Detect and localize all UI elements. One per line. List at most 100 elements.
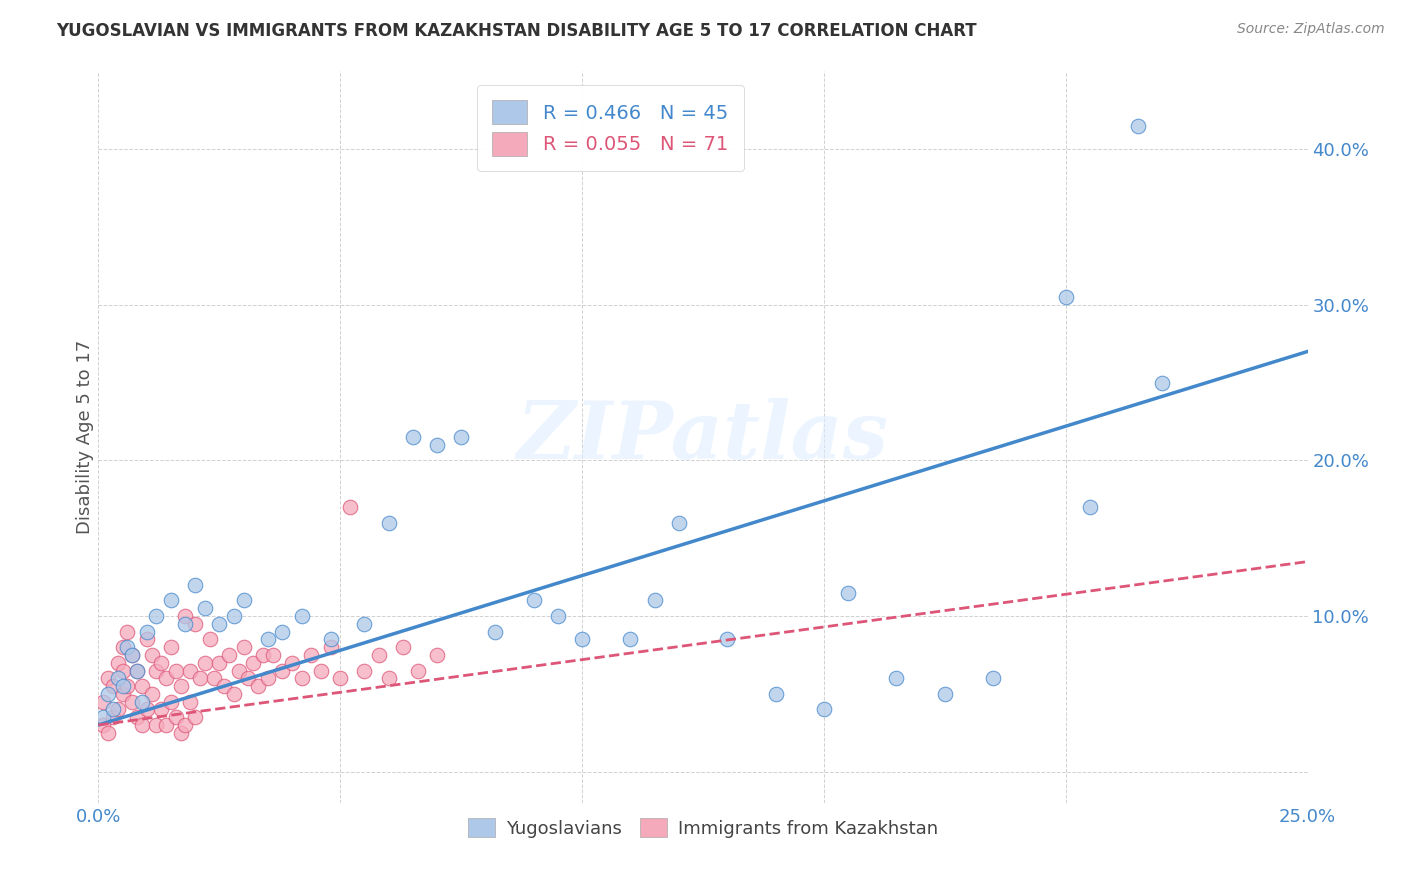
Point — [155, 671, 177, 685]
Point — [668, 516, 690, 530]
Point — [547, 609, 569, 624]
Point — [319, 640, 342, 655]
Point — [101, 710, 124, 724]
Point — [222, 687, 245, 701]
Point — [208, 616, 231, 631]
Point — [107, 671, 129, 685]
Point — [644, 593, 666, 607]
Point — [377, 671, 399, 685]
Point — [111, 687, 134, 701]
Point — [194, 656, 217, 670]
Point — [242, 656, 264, 670]
Point — [184, 710, 207, 724]
Point — [145, 609, 167, 624]
Y-axis label: Disability Age 5 to 17: Disability Age 5 to 17 — [76, 340, 94, 534]
Point — [208, 656, 231, 670]
Point — [91, 710, 114, 724]
Point — [101, 702, 124, 716]
Point — [160, 640, 183, 655]
Point — [319, 632, 342, 647]
Point — [523, 593, 546, 607]
Point — [131, 718, 153, 732]
Point — [290, 609, 312, 624]
Point — [111, 664, 134, 678]
Point — [281, 656, 304, 670]
Point — [290, 671, 312, 685]
Point — [179, 695, 201, 709]
Point — [981, 671, 1004, 685]
Point — [141, 648, 163, 662]
Point — [716, 632, 738, 647]
Point — [218, 648, 240, 662]
Point — [232, 593, 254, 607]
Point — [174, 609, 197, 624]
Point — [450, 430, 472, 444]
Point — [117, 624, 139, 639]
Point — [184, 578, 207, 592]
Point — [160, 695, 183, 709]
Point — [150, 702, 173, 716]
Point — [111, 679, 134, 693]
Point — [127, 664, 149, 678]
Point — [228, 664, 250, 678]
Point — [145, 664, 167, 678]
Point — [262, 648, 284, 662]
Point — [204, 671, 226, 685]
Point — [131, 679, 153, 693]
Point — [271, 624, 294, 639]
Point — [179, 664, 201, 678]
Legend: Yugoslavians, Immigrants from Kazakhstan: Yugoslavians, Immigrants from Kazakhstan — [461, 811, 945, 845]
Point — [368, 648, 391, 662]
Text: ZIPatlas: ZIPatlas — [517, 399, 889, 475]
Point — [131, 695, 153, 709]
Point — [1128, 119, 1150, 133]
Point — [1078, 500, 1101, 515]
Point — [426, 438, 449, 452]
Point — [1152, 376, 1174, 390]
Point — [135, 624, 157, 639]
Point — [252, 648, 274, 662]
Point — [111, 640, 134, 655]
Point — [837, 585, 859, 599]
Point — [377, 516, 399, 530]
Point — [97, 671, 120, 685]
Point — [212, 679, 235, 693]
Point — [765, 687, 787, 701]
Point — [91, 695, 114, 709]
Point — [1054, 290, 1077, 304]
Point — [174, 718, 197, 732]
Point — [169, 725, 191, 739]
Point — [135, 632, 157, 647]
Point — [188, 671, 211, 685]
Point — [194, 601, 217, 615]
Point — [339, 500, 361, 515]
Point — [97, 687, 120, 701]
Point — [484, 624, 506, 639]
Point — [353, 664, 375, 678]
Point — [619, 632, 641, 647]
Text: YUGOSLAVIAN VS IMMIGRANTS FROM KAZAKHSTAN DISABILITY AGE 5 TO 17 CORRELATION CHA: YUGOSLAVIAN VS IMMIGRANTS FROM KAZAKHSTA… — [56, 22, 977, 40]
Point — [91, 718, 114, 732]
Point — [426, 648, 449, 662]
Point — [271, 664, 294, 678]
Point — [256, 671, 278, 685]
Point — [165, 664, 187, 678]
Point — [232, 640, 254, 655]
Point — [117, 640, 139, 655]
Point — [155, 718, 177, 732]
Point — [101, 679, 124, 693]
Point — [247, 679, 270, 693]
Point — [571, 632, 593, 647]
Point — [150, 656, 173, 670]
Point — [135, 702, 157, 716]
Point — [97, 725, 120, 739]
Point — [309, 664, 332, 678]
Point — [402, 430, 425, 444]
Point — [145, 718, 167, 732]
Point — [174, 616, 197, 631]
Point — [886, 671, 908, 685]
Point — [222, 609, 245, 624]
Point — [299, 648, 322, 662]
Point — [353, 616, 375, 631]
Point — [121, 648, 143, 662]
